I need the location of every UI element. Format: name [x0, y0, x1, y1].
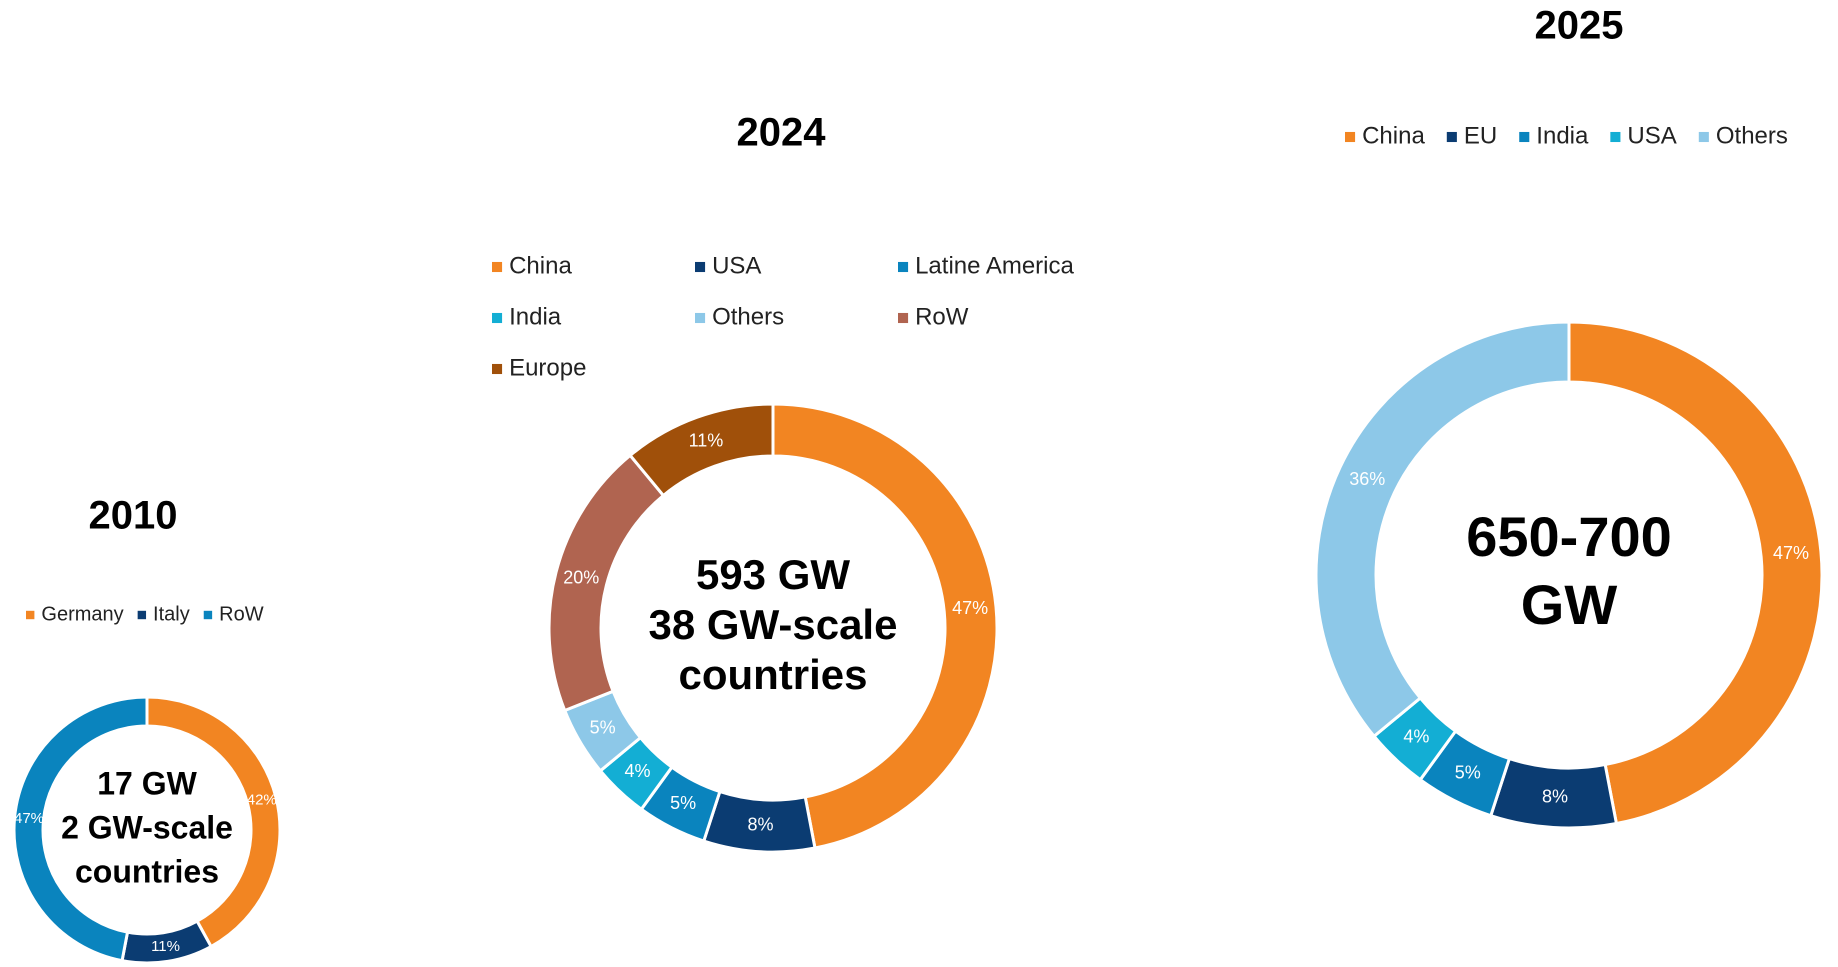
center-text: countries	[678, 651, 867, 698]
donut-segment	[628, 402, 775, 498]
legend-swatch	[898, 261, 909, 273]
legend-swatch	[26, 610, 35, 620]
data-label: 11%	[151, 938, 180, 955]
legend-swatch	[1345, 131, 1356, 143]
data-label: 47%	[1773, 543, 1809, 563]
data-label: 47%	[14, 810, 44, 827]
data-label: 8%	[748, 814, 774, 834]
data-label: 5%	[1455, 762, 1481, 782]
legend-swatch	[492, 363, 503, 375]
donut-segment	[1567, 320, 1824, 826]
donut-segment	[771, 402, 999, 850]
data-label: 36%	[1349, 469, 1385, 489]
legend-swatch	[1698, 131, 1709, 143]
chart-title: 2025	[1535, 4, 1624, 48]
legend-swatch	[695, 261, 706, 273]
chart-title: 2010	[89, 494, 178, 538]
center-text: 38 GW-scale	[649, 601, 898, 648]
center-text: 17 GW	[97, 765, 197, 801]
donut-segment	[12, 695, 149, 963]
legend-label: China	[509, 252, 572, 279]
data-label: 4%	[1403, 726, 1429, 746]
data-label: 42%	[247, 791, 277, 808]
legend-swatch	[1610, 131, 1621, 143]
legend-swatch	[1519, 131, 1530, 143]
legend-label: China	[1362, 122, 1425, 149]
legend-label: Latine America	[915, 252, 1074, 279]
legend-label: USA	[712, 252, 761, 279]
legend-label: USA	[1627, 122, 1676, 149]
legend-swatch	[203, 610, 213, 620]
chart-title: 2024	[737, 111, 827, 155]
legend-label: India	[1536, 122, 1589, 149]
data-label: 5%	[670, 793, 696, 813]
legend-label: India	[509, 303, 562, 330]
legend-swatch	[492, 261, 503, 273]
center-text: GW	[1521, 573, 1618, 636]
data-label: 8%	[1542, 786, 1568, 806]
legend-swatch	[898, 312, 909, 324]
data-label: 11%	[689, 430, 724, 450]
data-label: 47%	[952, 598, 988, 618]
center-text: countries	[75, 853, 219, 889]
center-text: 650-700	[1466, 505, 1672, 568]
legend-label: Italy	[153, 603, 190, 625]
legend-label: RoW	[915, 303, 969, 330]
data-label: 20%	[563, 568, 599, 588]
donut-segment	[1314, 320, 1571, 739]
legend-label: Others	[712, 303, 784, 330]
legend-label: Germany	[41, 603, 123, 625]
legend-label: Europe	[509, 354, 586, 381]
data-label: 5%	[590, 718, 616, 738]
center-text: 593 GW	[696, 551, 850, 598]
legend-swatch	[492, 312, 503, 324]
legend-swatch	[137, 610, 147, 620]
legend-swatch	[1446, 131, 1457, 143]
center-text: 2 GW-scale	[61, 809, 233, 845]
legend-label: EU	[1464, 122, 1497, 149]
legend-label: RoW	[219, 603, 264, 625]
legend-label: Others	[1716, 122, 1788, 149]
data-label: 4%	[624, 761, 650, 781]
legend-swatch	[695, 312, 706, 324]
